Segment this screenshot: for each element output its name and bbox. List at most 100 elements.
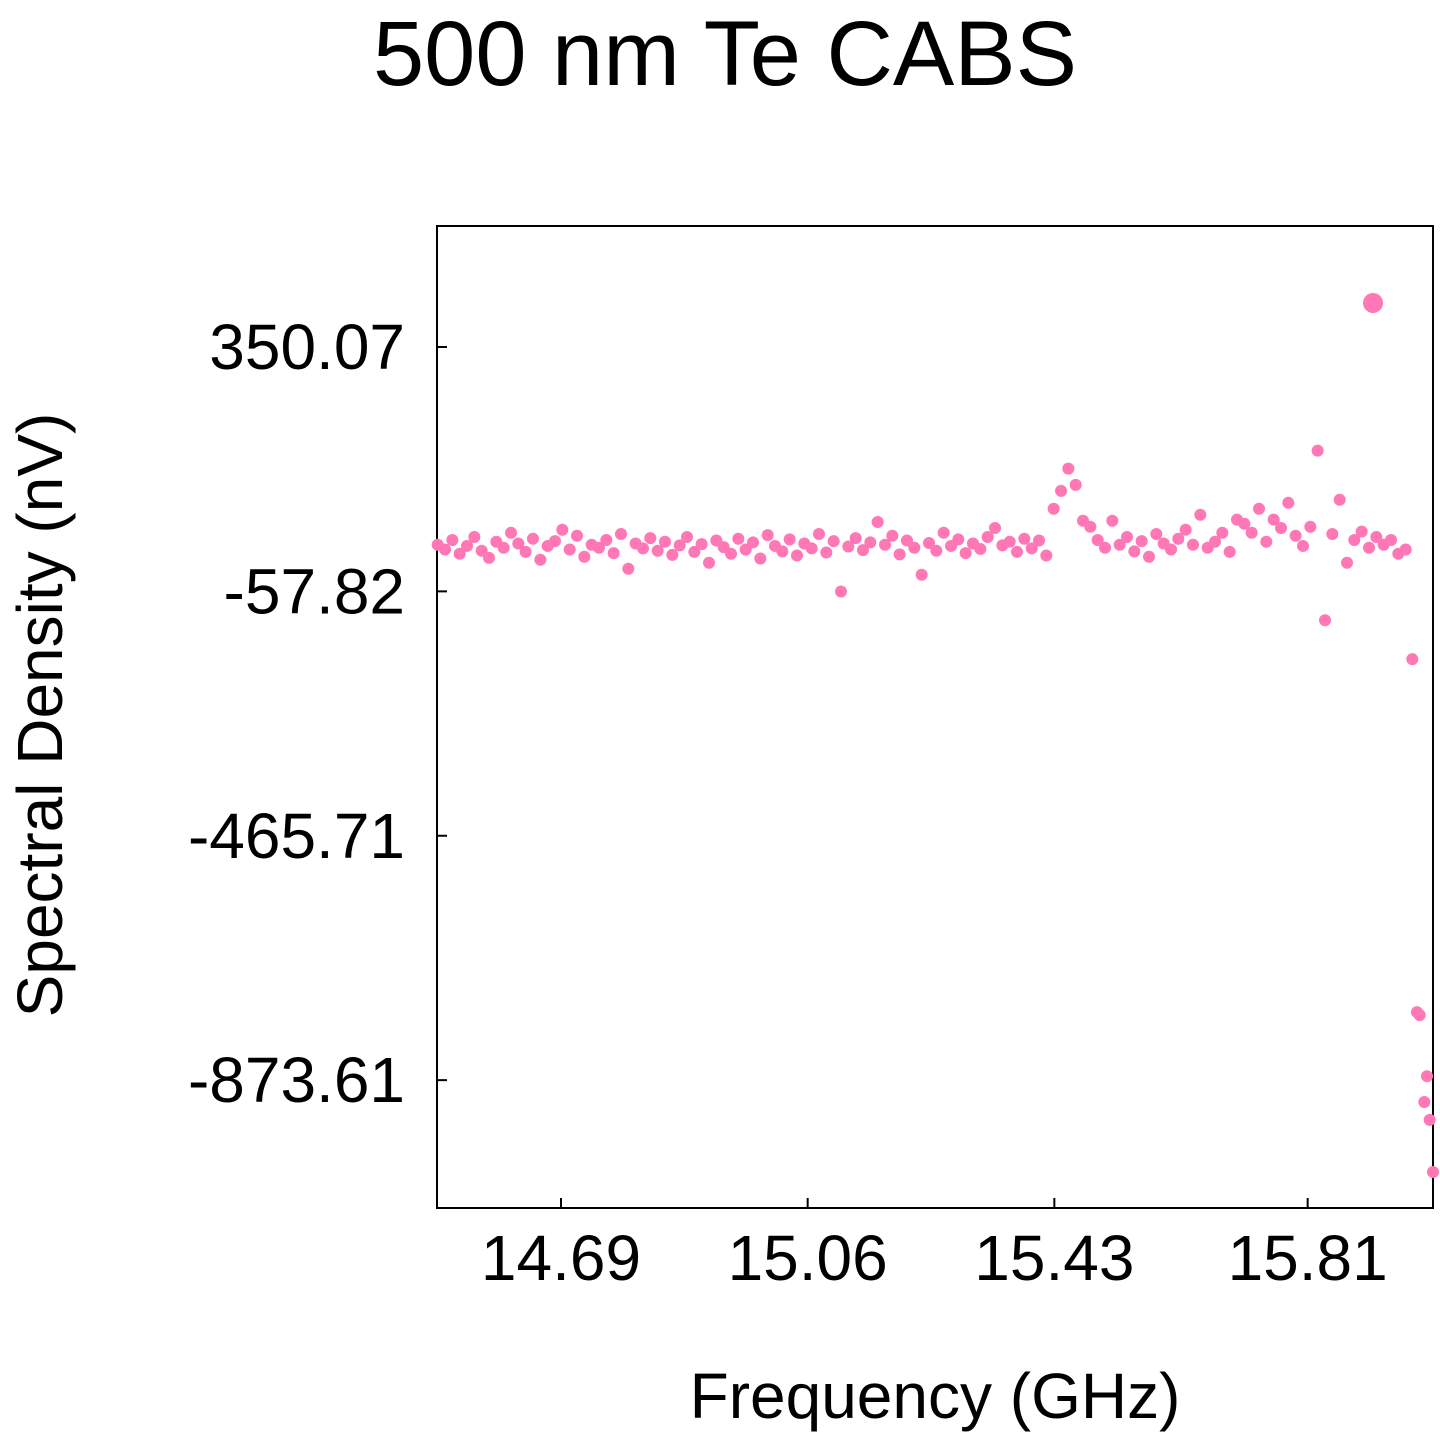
x-axis-label: Frequency (GHz) (690, 1360, 1181, 1432)
point (886, 529, 899, 542)
point (1297, 539, 1309, 552)
point (651, 544, 664, 557)
point (1069, 478, 1082, 491)
y-axis-label: Spectral Density (nV) (4, 413, 76, 1018)
point (497, 541, 510, 554)
point (534, 553, 547, 566)
point (732, 532, 745, 545)
point (871, 515, 884, 528)
chart-title: 500 nm Te CABS (373, 3, 1077, 105)
point (930, 544, 943, 557)
point (1304, 520, 1317, 533)
point (959, 547, 972, 560)
point (776, 545, 789, 558)
point (615, 527, 627, 540)
plot-frame (436, 225, 1434, 1209)
point (512, 537, 525, 550)
point (673, 539, 686, 552)
point (1423, 1113, 1436, 1126)
point (1135, 535, 1148, 548)
point (1113, 538, 1126, 551)
point (952, 533, 965, 546)
point (908, 541, 921, 554)
x-tick-label: 15.06 (728, 1222, 888, 1294)
point (1179, 523, 1192, 536)
point (1311, 444, 1324, 457)
point (1355, 525, 1368, 538)
point (739, 543, 752, 556)
point (468, 530, 481, 543)
point (1418, 1095, 1431, 1108)
point (1003, 535, 1016, 548)
point (1260, 535, 1273, 548)
point (637, 542, 649, 555)
point (439, 543, 451, 556)
point (659, 535, 671, 548)
point (453, 547, 466, 560)
point (835, 585, 847, 598)
point (864, 536, 877, 549)
point (578, 550, 591, 563)
point (688, 545, 701, 558)
x-tick-label: 15.43 (974, 1222, 1134, 1294)
point (1282, 496, 1295, 509)
point (622, 562, 635, 575)
point (519, 545, 532, 558)
point (556, 523, 569, 536)
point (1319, 614, 1331, 627)
point (1106, 514, 1119, 527)
point (1238, 517, 1251, 530)
point (747, 536, 759, 549)
point (461, 539, 473, 552)
y-tick-label: 350.07 (209, 311, 405, 383)
point (1121, 530, 1133, 543)
point (703, 556, 715, 569)
point (1084, 520, 1097, 533)
point (1267, 513, 1280, 526)
point (1385, 533, 1397, 546)
point (1047, 502, 1060, 515)
point (989, 521, 1001, 534)
point (1172, 532, 1185, 545)
point (695, 538, 708, 551)
point (1040, 549, 1053, 562)
point (446, 533, 459, 546)
point (1187, 538, 1199, 551)
point (754, 552, 767, 565)
point (879, 538, 891, 551)
point (475, 544, 488, 557)
point (937, 526, 950, 539)
point (981, 530, 994, 543)
point (1363, 541, 1375, 554)
point (563, 543, 576, 556)
point (1091, 533, 1104, 546)
point (1406, 653, 1419, 666)
point (1099, 541, 1111, 554)
point (666, 548, 679, 561)
point (527, 532, 539, 545)
point (1399, 543, 1412, 556)
x-tick-label: 15.81 (1228, 1222, 1388, 1294)
point (1341, 556, 1353, 569)
point (1370, 530, 1383, 543)
point (1018, 532, 1031, 545)
point (842, 540, 855, 553)
point (893, 548, 906, 561)
point (1194, 508, 1207, 521)
point (1143, 550, 1155, 563)
point (820, 546, 833, 559)
point (1055, 484, 1067, 497)
point (1275, 521, 1287, 534)
point (783, 533, 796, 546)
point (1253, 502, 1265, 515)
point (1128, 545, 1141, 558)
y-tick-label: -465.71 (188, 800, 405, 872)
point (915, 568, 928, 581)
point (1223, 545, 1236, 558)
point (1216, 526, 1229, 539)
point (1326, 527, 1339, 540)
x-tick-label: 14.69 (481, 1222, 641, 1294)
point (600, 533, 613, 546)
point (1209, 535, 1221, 548)
